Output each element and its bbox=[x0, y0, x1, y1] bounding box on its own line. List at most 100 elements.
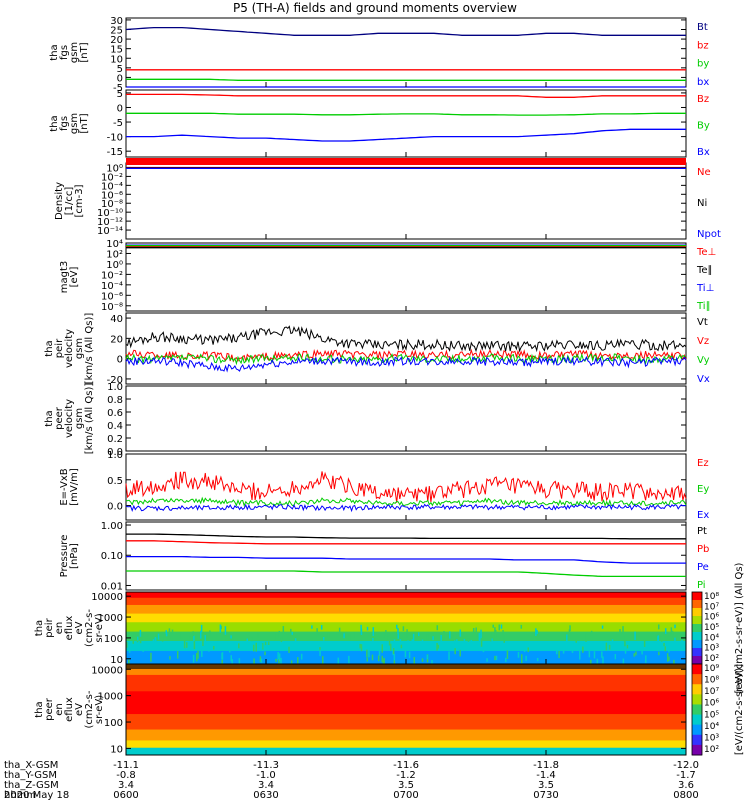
colorbar-segment bbox=[692, 734, 702, 746]
x-row-value: -11.1 bbox=[113, 760, 139, 771]
heatmap-noise bbox=[431, 660, 433, 667]
heatmap-noise bbox=[536, 657, 539, 662]
heatmap-noise bbox=[582, 646, 584, 653]
heatmap-noise bbox=[426, 634, 429, 640]
heatmap-noise bbox=[290, 628, 292, 633]
y-tick-label: 10000 bbox=[91, 592, 123, 603]
heatmap-noise bbox=[374, 644, 376, 648]
heatmap-noise bbox=[566, 634, 568, 642]
heatmap-noise bbox=[619, 646, 621, 651]
x-row-value: 3.5 bbox=[398, 780, 414, 791]
heatmap-noise bbox=[475, 627, 477, 633]
y-axis-label: [1/cc] bbox=[64, 187, 75, 216]
heatmap-band bbox=[126, 631, 686, 642]
heatmap-noise bbox=[201, 650, 203, 657]
heatmap-noise bbox=[311, 625, 313, 629]
heatmap-noise bbox=[408, 651, 411, 659]
x-row-value: 0800 bbox=[673, 790, 698, 800]
y-tick-label: -5 bbox=[113, 118, 123, 129]
y-tick-label: 20 bbox=[110, 35, 123, 46]
heatmap-band bbox=[126, 613, 686, 623]
legend-bx: bx bbox=[697, 77, 709, 88]
y-tick-label: 0.01 bbox=[101, 581, 123, 592]
y-tick-label: 1.00 bbox=[101, 521, 123, 532]
y-axis-label: tha bbox=[44, 410, 55, 426]
heatmap-noise bbox=[246, 638, 248, 646]
heatmap-noise bbox=[220, 625, 222, 630]
panel-frame bbox=[125, 521, 687, 591]
heatmap-noise bbox=[478, 632, 481, 641]
heatmap-noise bbox=[527, 647, 529, 653]
y-tick-label: 10⁻² bbox=[101, 270, 123, 281]
panel-frame bbox=[125, 89, 687, 158]
heatmap-noise bbox=[297, 657, 299, 664]
y-tick-label: 0.0 bbox=[107, 502, 123, 513]
heatmap-noise bbox=[219, 624, 222, 633]
heatmap-noise bbox=[440, 635, 442, 643]
heatmap-noise bbox=[221, 652, 224, 660]
y-tick-label: -10 bbox=[107, 133, 123, 144]
x-row-label: tha_Y-GSM bbox=[4, 770, 57, 781]
heatmap-noise bbox=[503, 635, 505, 643]
y-tick-label: 100 bbox=[104, 718, 123, 729]
heatmap-noise bbox=[152, 639, 155, 647]
heatmap-noise bbox=[611, 639, 614, 645]
heatmap-noise bbox=[183, 640, 186, 649]
heatmap-noise bbox=[411, 639, 414, 648]
heatmap-noise bbox=[280, 637, 283, 643]
heatmap-noise bbox=[491, 638, 493, 646]
colorbar-segment bbox=[692, 648, 702, 657]
series-line-Vx bbox=[125, 355, 687, 373]
heatmap-noise bbox=[404, 649, 407, 658]
heatmap-noise bbox=[348, 634, 351, 641]
heatmap-noise bbox=[579, 651, 581, 660]
heatmap-noise bbox=[360, 628, 363, 636]
heatmap-noise bbox=[372, 637, 374, 645]
y-axis-label: sr-eV) bbox=[94, 613, 105, 642]
y-tick-label: 10⁰ bbox=[106, 163, 123, 174]
heatmap-noise bbox=[139, 636, 142, 644]
heatmap-noise bbox=[383, 657, 385, 665]
heatmap-noise bbox=[456, 639, 458, 644]
heatmap-noise bbox=[253, 658, 255, 664]
colorbar-tick-label: 10⁴ bbox=[704, 633, 719, 643]
heatmap-noise bbox=[500, 624, 503, 629]
heatmap-noise bbox=[251, 637, 253, 642]
panel-2 bbox=[125, 158, 687, 240]
heatmap-noise bbox=[523, 648, 526, 653]
panel-frame bbox=[125, 17, 687, 88]
y-axis-label: eV bbox=[74, 621, 85, 634]
heatmap-noise bbox=[601, 651, 603, 658]
heatmap-noise bbox=[681, 639, 683, 649]
y-tick-label: -5 bbox=[113, 83, 123, 94]
heatmap-noise bbox=[668, 646, 670, 653]
heatmap-noise bbox=[213, 645, 215, 650]
colorbar-segment bbox=[692, 592, 702, 601]
heatmap-noise bbox=[377, 655, 380, 662]
y-axis-label: magt3 bbox=[59, 261, 70, 294]
y-tick-label: -20 bbox=[107, 375, 123, 386]
heatmap-noise bbox=[139, 629, 142, 638]
heatmap-noise bbox=[161, 637, 164, 642]
heatmap-noise bbox=[260, 658, 263, 663]
y-tick-label: 10⁻¹⁴ bbox=[97, 226, 123, 237]
heatmap-noise bbox=[482, 647, 485, 653]
legend-Bz: Bz bbox=[697, 94, 709, 105]
heatmap-noise bbox=[352, 632, 355, 638]
heatmap-noise bbox=[674, 637, 676, 645]
legend-Ez: Ez bbox=[697, 458, 709, 469]
x-row-value: -1.0 bbox=[256, 770, 276, 781]
heatmap-band bbox=[126, 691, 686, 715]
y-tick-label: 0 bbox=[117, 73, 123, 84]
y-tick-label: 0 bbox=[117, 103, 123, 114]
colorbar-tick-label: 10⁷ bbox=[704, 602, 719, 612]
heatmap-noise bbox=[197, 650, 199, 659]
panel-frame bbox=[125, 453, 687, 521]
y-axis-label: gsm bbox=[69, 42, 80, 63]
heatmap-noise bbox=[277, 651, 279, 661]
heatmap-noise bbox=[255, 642, 257, 652]
heatmap-noise bbox=[634, 631, 636, 641]
colorbar-segment bbox=[692, 664, 702, 675]
heatmap-band bbox=[126, 714, 686, 731]
y-tick-label: 0.5 bbox=[107, 476, 123, 487]
